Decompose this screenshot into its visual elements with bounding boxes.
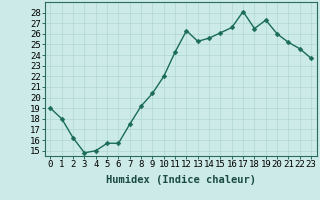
X-axis label: Humidex (Indice chaleur): Humidex (Indice chaleur)	[106, 175, 256, 185]
